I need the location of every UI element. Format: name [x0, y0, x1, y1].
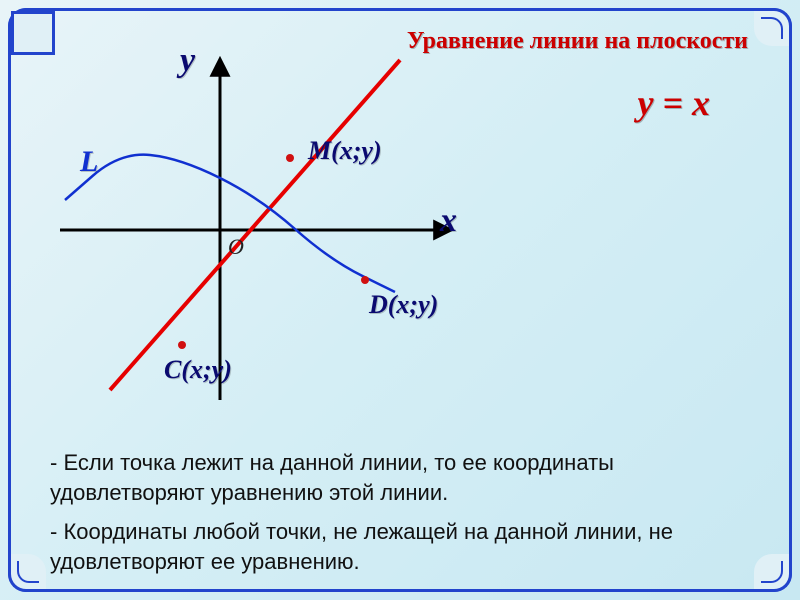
frame-corner — [8, 554, 46, 592]
coordinate-plane: y x O L M(x;y) D(x;y) C(x;y) — [40, 40, 480, 420]
y-axis-label: y — [180, 42, 195, 80]
curve-L-label: L — [80, 145, 98, 179]
explanation-text: - Если точка лежит на данной линии, то е… — [50, 448, 750, 587]
point-M-label: M(x;y) — [308, 136, 382, 166]
point-C-label: C(x;y) — [164, 355, 232, 385]
frame-corner — [754, 554, 792, 592]
text-line-2: - Координаты любой точки, не лежащей на … — [50, 517, 750, 576]
origin-label: O — [228, 234, 244, 260]
chart-svg — [40, 40, 480, 420]
text-line-1: - Если точка лежит на данной линии, то е… — [50, 448, 750, 507]
equation-label: y = x — [638, 82, 711, 124]
x-axis-label: x — [440, 202, 457, 240]
point-D-label: D(x;y) — [369, 290, 438, 320]
frame-corner — [754, 8, 792, 46]
